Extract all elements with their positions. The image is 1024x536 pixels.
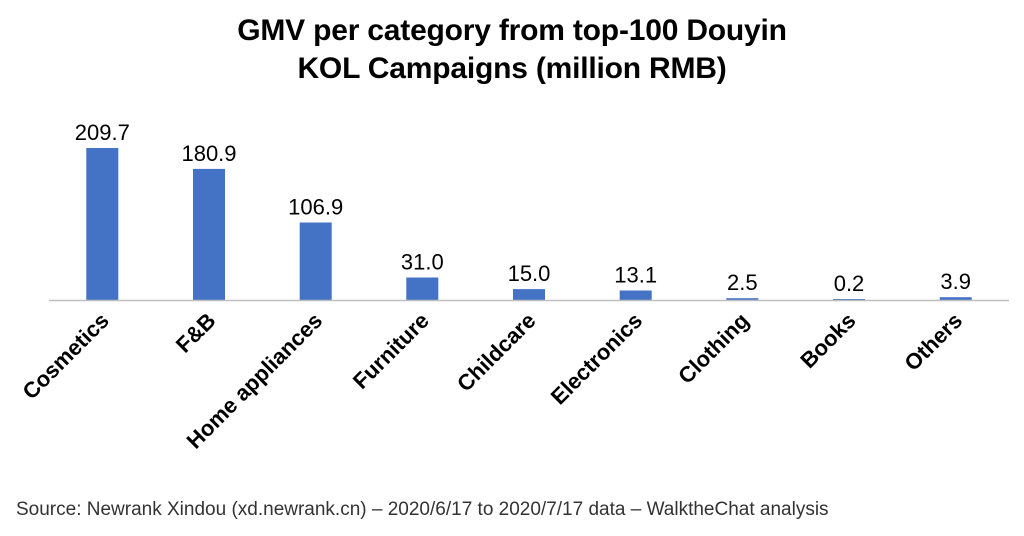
value-label-8: 3.9 xyxy=(940,269,971,294)
bar-7 xyxy=(833,299,865,300)
bar-4 xyxy=(513,289,545,300)
category-label-8: Others xyxy=(899,308,967,376)
chart-title-line-2: KOL Campaigns (million RMB) xyxy=(297,52,727,85)
category-label-1: F&B xyxy=(171,308,221,358)
source-note: Source: Newrank Xindou (xd.newrank.cn) –… xyxy=(16,499,829,520)
category-label-0: Cosmetics xyxy=(17,308,113,404)
value-label-4: 15.0 xyxy=(508,261,551,286)
category-label-7: Books xyxy=(795,308,860,373)
bar-8 xyxy=(939,297,972,300)
value-label-6: 2.5 xyxy=(727,270,758,295)
bar-1 xyxy=(193,168,225,300)
value-label-7: 0.2 xyxy=(834,271,865,296)
value-label-5: 13.1 xyxy=(614,263,657,288)
bars-group xyxy=(86,148,972,300)
bar-2 xyxy=(299,222,332,300)
value-label-0: 209.7 xyxy=(75,120,130,145)
chart-title-line-1: GMV per category from top-100 Douyin xyxy=(237,14,787,47)
value-label-2: 106.9 xyxy=(288,195,343,220)
value-label-1: 180.9 xyxy=(181,141,236,166)
bar-0 xyxy=(86,148,119,300)
category-label-4: Childcare xyxy=(452,308,541,397)
bar-6 xyxy=(726,298,759,300)
bar-5 xyxy=(619,290,652,300)
category-label-3: Furniture xyxy=(348,308,434,394)
value-labels-group: 209.7 180.9 106.9 31.0 15.0 13.1 2.5 0.2 3.9 xyxy=(75,120,971,296)
bar-3 xyxy=(406,277,439,300)
value-label-3: 31.0 xyxy=(401,250,444,275)
category-label-6: Clothing xyxy=(673,308,754,389)
category-label-5: Electronics xyxy=(546,308,648,410)
chart-title: GMV per category from top-100 Douyin KOL… xyxy=(0,12,1024,88)
